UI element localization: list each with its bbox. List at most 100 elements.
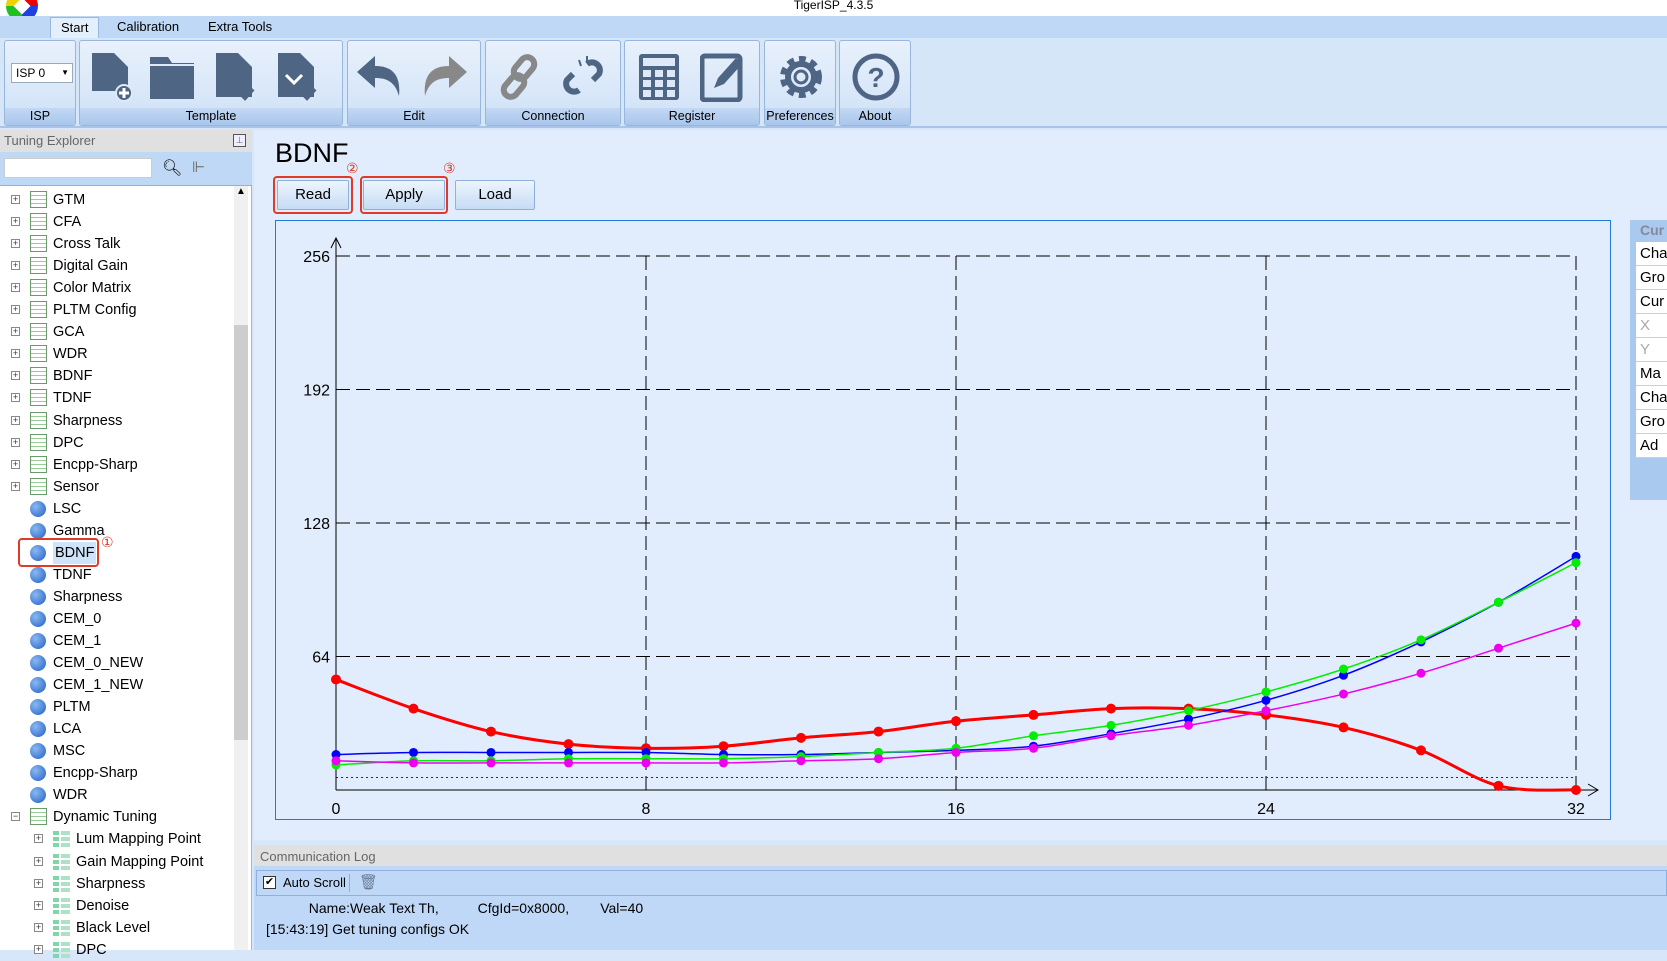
x-axis-arrow (1587, 783, 1599, 797)
tree-item[interactable]: + PLTM Config (0, 299, 232, 321)
chart-svg[interactable]: 0 8 16 24 32 64 128 192 256 (276, 221, 1610, 819)
tree-item[interactable]: + BDNF (0, 365, 232, 387)
tree-item[interactable]: PLTM (0, 696, 232, 718)
tree-item[interactable]: + Denoise (0, 895, 232, 917)
tree-item[interactable]: + Black Level (0, 917, 232, 939)
expand-icon[interactable]: + (11, 370, 20, 381)
expand-icon[interactable]: + (11, 304, 20, 315)
isp-select[interactable]: ISP 0 ▼ (11, 63, 73, 83)
tree-item[interactable]: + Sensor (0, 476, 232, 498)
tree-item[interactable]: LCA (0, 718, 232, 740)
tree-item[interactable]: WDR (0, 784, 232, 806)
tree-item[interactable]: Gamma (0, 520, 232, 542)
gear-icon[interactable] (775, 49, 827, 105)
tree-item[interactable]: BDNF (0, 541, 232, 564)
expand-icon[interactable]: + (34, 877, 43, 888)
expand-icon[interactable]: + (11, 260, 20, 271)
help-icon[interactable]: ? (850, 49, 902, 105)
property-row[interactable]: Cha (1636, 242, 1667, 266)
disconnect-link-icon[interactable] (556, 49, 608, 105)
property-row[interactable]: Cha (1636, 386, 1667, 410)
module-icon (30, 765, 46, 782)
expand-icon[interactable]: + (34, 833, 43, 844)
tree-item[interactable]: + Encpp-Sharp (0, 454, 232, 476)
expand-icon[interactable]: + (11, 238, 20, 249)
group-label: About (840, 108, 910, 125)
load-button[interactable]: Load (455, 180, 535, 210)
redo-icon[interactable] (418, 49, 470, 105)
tree-item[interactable]: + Gain Mapping Point (0, 851, 232, 873)
expand-icon[interactable]: + (11, 326, 20, 337)
property-row[interactable]: X (1636, 314, 1667, 338)
tree-item[interactable]: + GTM (0, 189, 232, 211)
data-point (1106, 703, 1116, 714)
tree-item[interactable]: + GCA (0, 321, 232, 343)
property-row[interactable]: Cur (1636, 290, 1667, 314)
list-icon (30, 389, 47, 407)
tree-item[interactable]: LSC (0, 498, 232, 520)
data-point (951, 716, 961, 727)
expand-icon[interactable]: + (11, 282, 20, 293)
tab-calibration[interactable]: Calibration (117, 19, 180, 34)
property-row[interactable]: Gro (1636, 410, 1667, 434)
expand-icon[interactable]: + (11, 414, 20, 425)
search-input[interactable] (4, 158, 152, 178)
auto-scroll-checkbox[interactable]: ✔ (263, 876, 276, 889)
annotation-marker: ③ (443, 160, 456, 176)
tree-item[interactable]: CEM_1_NEW (0, 674, 232, 696)
tree-item[interactable]: + WDR (0, 343, 232, 365)
tree-item[interactable]: + Sharpness (0, 873, 232, 895)
scrollbar-thumb[interactable] (234, 325, 248, 740)
calculator-icon[interactable] (633, 49, 685, 105)
curve-chart[interactable]: 0 8 16 24 32 64 128 192 256 (275, 220, 1611, 820)
collapse-icon[interactable]: − (11, 811, 20, 822)
expand-icon[interactable]: + (34, 921, 43, 932)
expand-icon[interactable]: + (34, 899, 43, 910)
trash-icon[interactable]: 🗑︎ (359, 874, 379, 891)
save-file-icon[interactable] (208, 49, 260, 105)
expand-icon[interactable]: + (11, 194, 20, 204)
pin-icon[interactable]: ⊥ (233, 134, 246, 147)
tree-item[interactable]: − Dynamic Tuning (0, 806, 232, 828)
expand-icon[interactable]: + (11, 480, 20, 491)
tree-item[interactable]: + DPC (0, 432, 232, 454)
tree-item[interactable]: CEM_0_NEW (0, 652, 232, 674)
open-folder-icon[interactable] (146, 49, 198, 105)
tree-item[interactable]: TDNF (0, 564, 232, 586)
tree-item[interactable]: + Sharpness (0, 410, 232, 432)
new-file-icon[interactable] (84, 49, 136, 105)
connect-link-icon[interactable] (494, 49, 546, 105)
search-icon[interactable]: 🔍︎ (162, 160, 183, 177)
tab-start[interactable]: Start (50, 17, 100, 38)
tree-item[interactable]: CEM_1 (0, 630, 232, 652)
expand-icon[interactable]: + (34, 943, 43, 954)
tree-item[interactable]: + CFA (0, 211, 232, 233)
expand-icon[interactable]: + (34, 855, 43, 866)
tree-item[interactable]: + Lum Mapping Point (0, 828, 232, 850)
expand-icon[interactable]: + (11, 392, 20, 403)
tree-item[interactable]: + TDNF (0, 387, 232, 409)
tree-item[interactable]: MSC (0, 740, 232, 762)
expand-icon[interactable]: + (11, 458, 20, 469)
tree-item[interactable]: + Digital Gain (0, 255, 232, 277)
property-row[interactable]: Ma (1636, 362, 1667, 386)
expand-icon[interactable]: + (11, 348, 20, 359)
expand-icon[interactable]: + (11, 436, 20, 447)
edit-register-icon[interactable] (697, 49, 749, 105)
tree-item[interactable]: Sharpness (0, 586, 232, 608)
tree-filter-icon[interactable]: ⊩ (192, 159, 206, 176)
tree-item[interactable]: + Color Matrix (0, 277, 232, 299)
property-row[interactable]: Y (1636, 338, 1667, 362)
property-row[interactable]: Ad (1636, 434, 1667, 458)
tree-item[interactable]: Encpp-Sharp (0, 762, 232, 784)
undo-icon[interactable] (354, 49, 406, 105)
list-icon (30, 235, 47, 253)
tree-item[interactable]: CEM_0 (0, 608, 232, 630)
property-row[interactable]: Gro (1636, 266, 1667, 290)
tree-item[interactable]: + Cross Talk (0, 233, 232, 255)
expand-icon[interactable]: + (11, 216, 20, 227)
tab-extra-tools[interactable]: Extra Tools (208, 19, 273, 34)
read-button[interactable]: Read (277, 180, 349, 210)
save-as-icon[interactable] (270, 49, 322, 105)
apply-button[interactable]: Apply (363, 180, 445, 210)
